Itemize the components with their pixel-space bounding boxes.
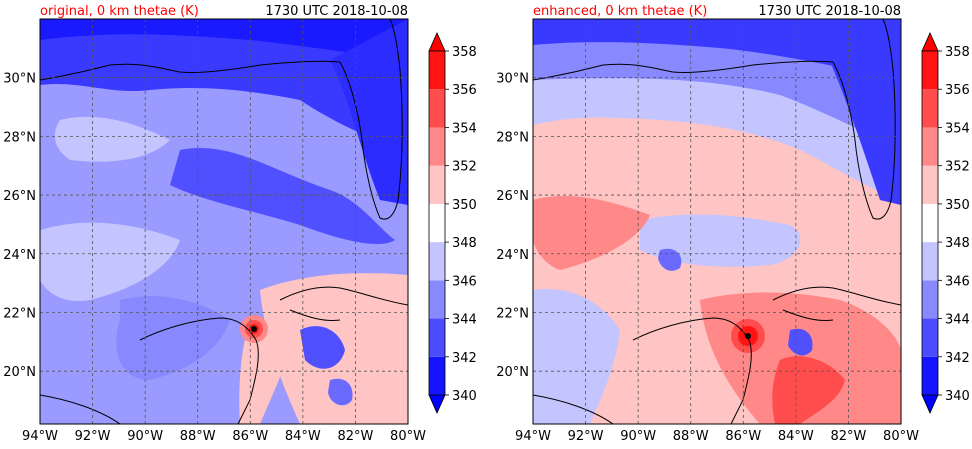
axis-ticks: 94°W 92°W 90°W 88°W 86°W 84°W 82°W 80°W 20°N 22°N… [496,72,919,444]
colorbar-tick-label: 356 [945,83,970,98]
lon-tick-label: 94°W [22,429,58,444]
lat-tick-label: 28°N [496,130,529,145]
graticule [40,19,408,424]
colorbar-tick-label: 356 [452,83,477,98]
colorbar-tick-label: 350 [945,198,970,213]
colorbar-segment [922,203,938,243]
colorbar-tick-label: 352 [945,160,970,175]
map-frame [532,18,902,425]
panel-title-right: 1730 UTC 2018-10-08 [758,4,901,19]
graticule [533,19,901,424]
panel-title-left: original, 0 km thetae (K) [40,4,199,19]
colorbar-segment [429,127,445,166]
colorbar-segment [922,242,938,281]
colorbar-tick-label: 342 [945,351,970,366]
map-panel-original: original, 0 km thetae (K) 1730 UTC 2018-… [3,4,426,444]
colorbar-segment [922,51,938,90]
lat-tick-label: 30°N [496,72,529,87]
colorbar-tick-label: 340 [945,389,970,404]
colorbar-segment [429,318,445,357]
lon-tick-label: 82°W [830,429,866,444]
colorbar-over-arrow [921,32,939,52]
colorbar-frame [921,50,939,396]
lon-tick-label: 86°W [232,429,268,444]
colorbar-segment [429,165,445,204]
map-panel-enhanced: enhanced, 0 km thetae (K) 1730 UTC 2018-… [496,4,919,444]
colorbar-tick-label: 358 [945,45,970,60]
colorbar-segment [922,127,938,166]
lon-tick-label: 82°W [337,429,373,444]
colorbar-tick-label: 344 [945,313,970,328]
lat-tick-label: 22°N [3,306,36,321]
lon-tick-label: 80°W [883,429,919,444]
panel-title-left: enhanced, 0 km thetae (K) [533,4,707,19]
lat-tick-label: 22°N [496,306,529,321]
lon-tick-label: 80°W [390,429,426,444]
lat-tick-label: 24°N [496,248,529,263]
colorbar-tick-label: 358 [452,45,477,60]
lat-tick-label: 20°N [496,365,529,380]
thetae-field [533,19,901,424]
axis-ticks: 94°W 92°W 90°W 88°W 86°W 84°W 82°W 80°W 20°N 22°N… [3,72,426,444]
colorbar-under-arrow [921,394,939,414]
lon-tick-label: 94°W [515,429,551,444]
lat-tick-label: 26°N [3,189,36,204]
map-frame [39,18,409,425]
colorbar-enhanced: 340 342 344 346 348 350 352 354 356 358 [921,32,970,414]
colorbar-segment [429,203,445,243]
lon-tick-label: 88°W [673,429,709,444]
colorbar-original: 340 342 344 346 348 350 352 354 356 358 [428,32,477,414]
lat-tick-label: 28°N [3,130,36,145]
colorbar-segment [429,242,445,281]
lon-tick-label: 84°W [285,429,321,444]
storm-center-marker [251,326,257,332]
colorbar-tick-label: 348 [452,236,477,251]
colorbar-segment [922,356,938,395]
colorbar-segment [429,51,445,90]
thetae-field [40,19,408,424]
colorbar-segment [429,89,445,128]
lon-tick-label: 90°W [620,429,656,444]
colorbar-frame [428,50,446,396]
colorbar-tick-label: 350 [452,198,477,213]
lon-tick-label: 86°W [725,429,761,444]
colorbar-tick-label: 352 [452,160,477,175]
colorbar-segment [922,280,938,319]
colorbar-tick-label: 354 [452,121,477,136]
colorbar-tick-label: 346 [945,274,970,289]
colorbar-tick-label: 344 [452,313,477,328]
panel-title-right: 1730 UTC 2018-10-08 [265,4,408,19]
lat-tick-label: 20°N [3,365,36,380]
lon-tick-label: 88°W [180,429,216,444]
lon-tick-label: 84°W [778,429,814,444]
colorbar-segment [922,89,938,128]
colorbar-segment [429,356,445,395]
lon-tick-label: 90°W [127,429,163,444]
colorbar-tick-label: 346 [452,274,477,289]
lon-tick-label: 92°W [75,429,111,444]
colorbar-under-arrow [428,394,446,414]
colorbar-segment [922,318,938,357]
lon-tick-label: 92°W [568,429,604,444]
colorbar-segment [922,165,938,204]
colorbar-segment [429,280,445,319]
lat-tick-label: 24°N [3,248,36,263]
colorbar-tick-label: 340 [452,389,477,404]
coastlines [40,19,408,424]
colorbar-tick-label: 342 [452,351,477,366]
colorbar-tick-label: 354 [945,121,970,136]
storm-center-marker [745,333,751,339]
colorbar-over-arrow [428,32,446,52]
lat-tick-label: 26°N [496,189,529,204]
colorbar-tick-label: 348 [945,236,970,251]
coastlines [533,19,901,424]
lat-tick-label: 30°N [3,72,36,87]
